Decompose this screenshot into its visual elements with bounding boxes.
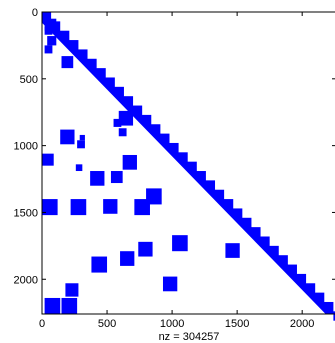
nonzero-block [47,36,57,46]
nonzero-block [118,110,134,126]
diagonal-block [306,283,316,293]
diagonal-block [42,12,52,22]
nonzero-block [60,129,75,145]
diagonal-block [224,199,234,209]
diagonal-block [69,40,79,50]
y-tick-label: 1500 [14,207,38,219]
nonzero-block [75,164,83,172]
x-tick-label: 500 [98,318,116,330]
nonzero-block [134,199,150,216]
nonzero-block [42,153,54,166]
diagonal-block [269,245,279,256]
nonzero-block [113,118,122,127]
x-axis-label: nz = 304257 [159,331,220,343]
nonzero-block [90,171,105,186]
nonzero-block [77,140,85,149]
y-tick-label: 2000 [14,274,38,286]
diagonal-block [260,236,270,246]
nonzero-block [44,18,57,31]
diagonal-block [114,86,124,97]
nonzero-block [118,128,127,137]
x-tick-label: 1500 [225,318,249,330]
diagonal-block [296,273,307,284]
x-tick-label: 0 [39,318,45,330]
diagonal-block [205,180,216,190]
y-tick-label: 500 [20,74,38,86]
nonzero-block [44,26,53,35]
nonzero-block [44,45,53,54]
x-tick-label: 2000 [290,318,314,330]
diagonal-block [242,217,252,228]
diagonal-block [324,301,334,312]
diagonal-block [251,227,261,237]
diagonal-block [78,49,88,59]
diagonal-block [123,96,134,106]
nonzero-block [122,154,137,170]
diagonal-block [60,30,70,41]
diagonal-block [233,208,243,218]
diagonal-block [169,142,179,153]
nonzero-block [120,251,135,266]
nonzero-block [138,241,153,257]
axis-ticks: 0 500 1000 1500 2000 0 500 1000 1500 2000 [14,7,335,330]
diagonal-block [96,68,106,78]
diagonal-block [215,189,225,200]
plot-marks [42,12,335,321]
diagonal-block [315,292,325,302]
nonzero-block [162,276,178,292]
nonzero-block [172,235,188,252]
plot-frame [41,11,335,315]
nonzero-block [91,256,108,273]
nonzero-block [103,199,118,214]
diagonal-block [151,124,161,134]
diagonal-block [196,171,206,181]
diagonal-block [178,152,188,162]
nonzero-block [44,297,61,314]
nonzero-block [42,199,58,216]
nonzero-block [65,283,79,297]
diagonal-block [333,311,335,321]
nonzero-block [225,243,240,258]
diagonal-block [160,133,170,143]
nonzero-block [61,56,74,69]
diagonal-block [287,264,297,274]
nonzero-block [79,134,85,141]
diagonal-block [105,77,115,87]
y-tick-label: 0 [32,7,38,19]
nonzero-block [110,171,123,184]
x-tick-label: 1000 [160,318,184,330]
nonzero-block [70,199,87,216]
diagonal-block [142,114,152,125]
diagonal-block [133,105,143,115]
nonzero-block [61,297,78,314]
diagonal-block [278,255,288,265]
diagonal-block [187,161,197,172]
y-tick-label: 1000 [14,141,38,153]
diagonal-block [87,58,97,69]
